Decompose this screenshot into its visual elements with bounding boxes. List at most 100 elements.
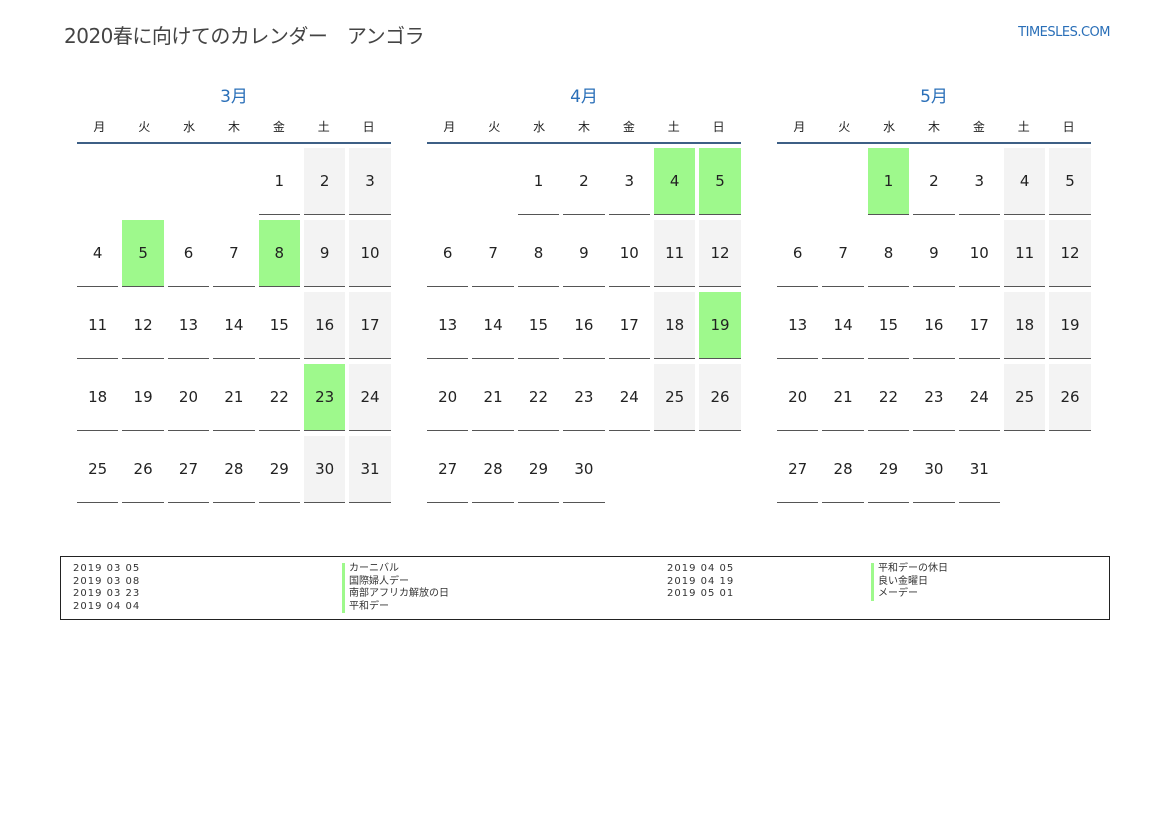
legend-holiday-name: 平和デーの休日 (871, 563, 948, 576)
day-cell: 17 (958, 292, 1000, 359)
day-cell: 9 (913, 220, 955, 287)
day-cell: 30 (913, 436, 955, 503)
empty-cell (472, 148, 513, 214)
day-cell: 21 (822, 364, 864, 431)
day-cell: 6 (427, 220, 469, 287)
legend-date: 2019 03 08 (73, 575, 141, 587)
day-cell: 30 (303, 436, 346, 503)
day-cell: 25 (653, 364, 696, 431)
day-cell: 11 (653, 220, 696, 287)
holiday-day-cell: 8 (258, 220, 300, 287)
legend-holiday-name: 良い金曜日 (871, 575, 948, 588)
day-cell: 10 (958, 220, 1000, 287)
empty-cell (122, 148, 163, 214)
day-cell: 21 (213, 364, 255, 431)
day-cell: 20 (777, 364, 819, 431)
day-cell: 26 (699, 364, 741, 431)
day-cell: 29 (258, 436, 300, 503)
page-title: 2020春に向けてのカレンダー アンゴラ (64, 24, 425, 48)
day-cell: 8 (517, 220, 560, 287)
day-cell: 25 (1003, 364, 1046, 431)
day-cell: 6 (777, 220, 819, 287)
weekday-label: 日 (362, 119, 375, 134)
empty-cell (427, 148, 468, 214)
empty-cell (822, 148, 863, 214)
site-logo[interactable]: TIMESLES.COM (1018, 25, 1110, 40)
day-cell: 22 (258, 364, 300, 431)
legend-date: 2019 04 05 (667, 563, 735, 574)
day-cell: 26 (122, 436, 164, 503)
legend-date: 2019 03 23 (73, 588, 141, 599)
day-cell: 27 (777, 436, 819, 503)
day-cell: 13 (167, 292, 210, 359)
weekday-label: 月 (93, 119, 106, 134)
day-cell: 11 (77, 292, 119, 359)
weekday-label: 土 (1017, 119, 1030, 134)
day-cell: 12 (1049, 220, 1091, 287)
weekday-header: 月火水木金土日 (777, 110, 1091, 144)
holiday-day-cell: 19 (699, 292, 741, 359)
weekday-label: 木 (228, 119, 241, 134)
day-cell: 15 (258, 292, 300, 359)
weekday-label: 金 (272, 119, 285, 134)
day-cell: 2 (303, 148, 346, 215)
day-cell: 31 (958, 436, 1000, 503)
day-cell: 9 (563, 220, 605, 287)
day-cell: 7 (213, 220, 255, 287)
day-cell: 13 (427, 292, 469, 359)
day-cell: 7 (472, 220, 514, 287)
day-cell: 5 (1049, 148, 1091, 215)
day-cell: 19 (122, 364, 164, 431)
empty-cell (77, 148, 118, 214)
legend-holiday-name: メーデー (871, 588, 948, 601)
weekday-label: 火 (838, 119, 851, 134)
weekday-label: 月 (793, 119, 806, 134)
day-cell: 22 (517, 364, 560, 431)
day-cell: 16 (913, 292, 955, 359)
weekday-label: 月 (443, 119, 456, 134)
holiday-day-cell: 5 (122, 220, 164, 287)
weekday-label: 金 (972, 119, 985, 134)
day-cell: 29 (517, 436, 560, 503)
day-cell: 26 (1049, 364, 1091, 431)
day-cell: 15 (867, 292, 910, 359)
day-cell: 23 (913, 364, 955, 431)
day-cell: 20 (427, 364, 469, 431)
weekday-header: 月火水木金土日 (77, 110, 391, 144)
day-cell: 11 (1003, 220, 1046, 287)
day-cell: 14 (822, 292, 864, 359)
day-cell: 23 (563, 364, 605, 431)
day-cell: 15 (517, 292, 560, 359)
day-cell: 7 (822, 220, 864, 287)
month-title: 3月 (220, 87, 248, 107)
empty-cell (168, 148, 209, 214)
month-calendar: 5月月火水木金土日 1 2 3 4 5 6 7 8 9 10 11 12 13 14 15 16 17 18 19 20… (777, 84, 1091, 503)
weekday-label: 土 (667, 119, 680, 134)
weekday-label: 土 (317, 119, 330, 134)
day-cell: 1 (258, 148, 300, 215)
day-cell: 9 (303, 220, 346, 287)
day-cell: 31 (349, 436, 391, 503)
day-cell: 24 (958, 364, 1000, 431)
weekday-label: 火 (138, 119, 151, 134)
weekday-label: 火 (488, 119, 501, 134)
weekday-label: 木 (578, 119, 591, 134)
empty-cell (777, 148, 818, 214)
legend-date: 2019 04 04 (73, 600, 141, 612)
day-cell: 28 (472, 436, 514, 503)
month-title: 5月 (920, 87, 948, 107)
legend-date: 2019 05 01 (667, 588, 735, 599)
day-cell: 21 (472, 364, 514, 431)
weekday-label: 水 (183, 119, 196, 134)
weekday-label: 日 (1062, 119, 1075, 134)
holiday-day-cell: 5 (699, 148, 741, 215)
day-cell: 28 (822, 436, 864, 503)
day-cell: 27 (167, 436, 210, 503)
day-cell: 8 (867, 220, 910, 287)
legend-holiday-name: カーニバル (342, 563, 449, 576)
day-cell: 12 (122, 292, 164, 359)
day-cell: 18 (1003, 292, 1046, 359)
day-cell: 4 (77, 220, 119, 287)
day-cell: 18 (653, 292, 696, 359)
legend-date: 2019 04 19 (667, 575, 735, 587)
